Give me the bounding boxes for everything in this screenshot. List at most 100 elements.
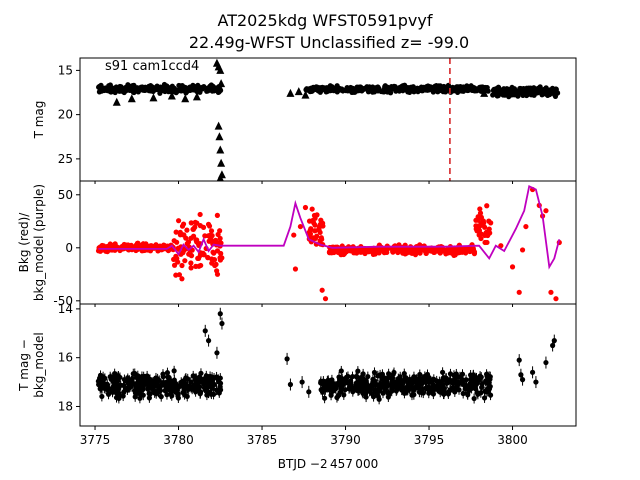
data-point (479, 384, 485, 390)
data-point (121, 241, 127, 248)
data-point (335, 393, 341, 399)
data-point (439, 369, 446, 375)
data-point (384, 378, 390, 385)
data-point (459, 87, 465, 93)
data-point (150, 384, 156, 390)
data-point (370, 251, 376, 258)
data-point (130, 371, 136, 377)
data-point (523, 223, 529, 230)
data-point (535, 85, 541, 91)
data-point (345, 87, 351, 93)
data-point (553, 90, 559, 96)
data-point (478, 390, 484, 396)
data-point (439, 248, 445, 254)
data-point (192, 224, 198, 230)
data-point (175, 395, 181, 401)
data-point (339, 376, 345, 382)
data-point (451, 372, 457, 378)
y-axis-label: bkg_model (32, 332, 46, 398)
data-point (508, 87, 514, 93)
data-point (132, 86, 138, 93)
data-point (179, 262, 185, 269)
data-point (188, 265, 194, 271)
data-point (219, 320, 225, 327)
data-point (211, 375, 217, 381)
data-point (466, 388, 472, 394)
data-point (321, 381, 328, 388)
data-point (163, 382, 169, 388)
data-point (371, 369, 378, 376)
data-point (156, 377, 162, 384)
data-point (390, 85, 397, 91)
data-point (333, 87, 339, 93)
data-point (365, 373, 371, 380)
data-point (477, 373, 483, 379)
x-axis: 3775 3780 3785 3790 3795 3800 (80, 433, 528, 447)
panel-frame (79, 303, 577, 427)
data-point (385, 374, 392, 380)
x-tick-label: 3785 (247, 433, 278, 447)
data-point (185, 239, 192, 245)
y-tick-label: -50 (53, 294, 73, 308)
data-point (214, 271, 221, 277)
upper-limit-marker (286, 88, 295, 97)
data-point (182, 258, 188, 264)
upper-limit-marker (112, 97, 121, 106)
y-tick-label: 14 (58, 302, 73, 316)
panel-middle: -50 0 50 Bkg (red)/bkg_model (purple) (17, 180, 577, 308)
data-point (214, 86, 220, 93)
data-point (379, 376, 385, 382)
data-point (354, 374, 360, 380)
data-point (404, 246, 410, 252)
data-point (361, 86, 367, 92)
data-point (543, 208, 549, 214)
data-point (516, 357, 522, 363)
data-point (309, 206, 315, 212)
data-point (477, 206, 483, 212)
data-point (355, 368, 361, 374)
x-tick-label: 3800 (497, 433, 528, 447)
data-point (215, 376, 221, 382)
data-point (349, 87, 355, 94)
data-point (197, 84, 203, 91)
data-point (106, 83, 112, 89)
data-point (192, 375, 199, 382)
data-point (529, 369, 536, 375)
data-point (533, 379, 539, 385)
data-point (402, 251, 408, 257)
y-tick-label: 0 (65, 241, 73, 255)
data-point (412, 384, 418, 390)
data-point (481, 395, 488, 401)
data-point (212, 262, 218, 269)
panel-frame (79, 57, 577, 182)
data-point (136, 87, 142, 94)
data-point (543, 359, 549, 366)
y-tick-label: 25 (58, 152, 73, 166)
data-point (475, 224, 482, 231)
data-point (486, 379, 492, 386)
panel-annotation: s91 cam1ccd4 (105, 59, 199, 74)
data-point (169, 388, 175, 395)
data-point (368, 383, 374, 389)
data-point (208, 381, 214, 387)
upper-limit-marker (216, 65, 225, 74)
data-point (106, 243, 113, 249)
data-point (321, 85, 327, 91)
upper-limit-marker (217, 158, 226, 167)
data-point (188, 235, 194, 241)
data-point (370, 85, 376, 91)
data-point (405, 379, 412, 386)
upper-limit-marker (167, 91, 176, 100)
data-point (96, 89, 103, 95)
y-axis-label: bkg_model (purple) (32, 184, 46, 301)
x-axis-label: BTJD −2 457 000 (278, 457, 378, 471)
data-point (344, 374, 350, 380)
data-point (182, 385, 188, 392)
data-point (495, 93, 501, 99)
data-point (306, 229, 312, 236)
data-point (181, 378, 187, 384)
upper-limit-marker (217, 79, 226, 88)
data-point (114, 378, 120, 384)
data-point (364, 386, 370, 393)
